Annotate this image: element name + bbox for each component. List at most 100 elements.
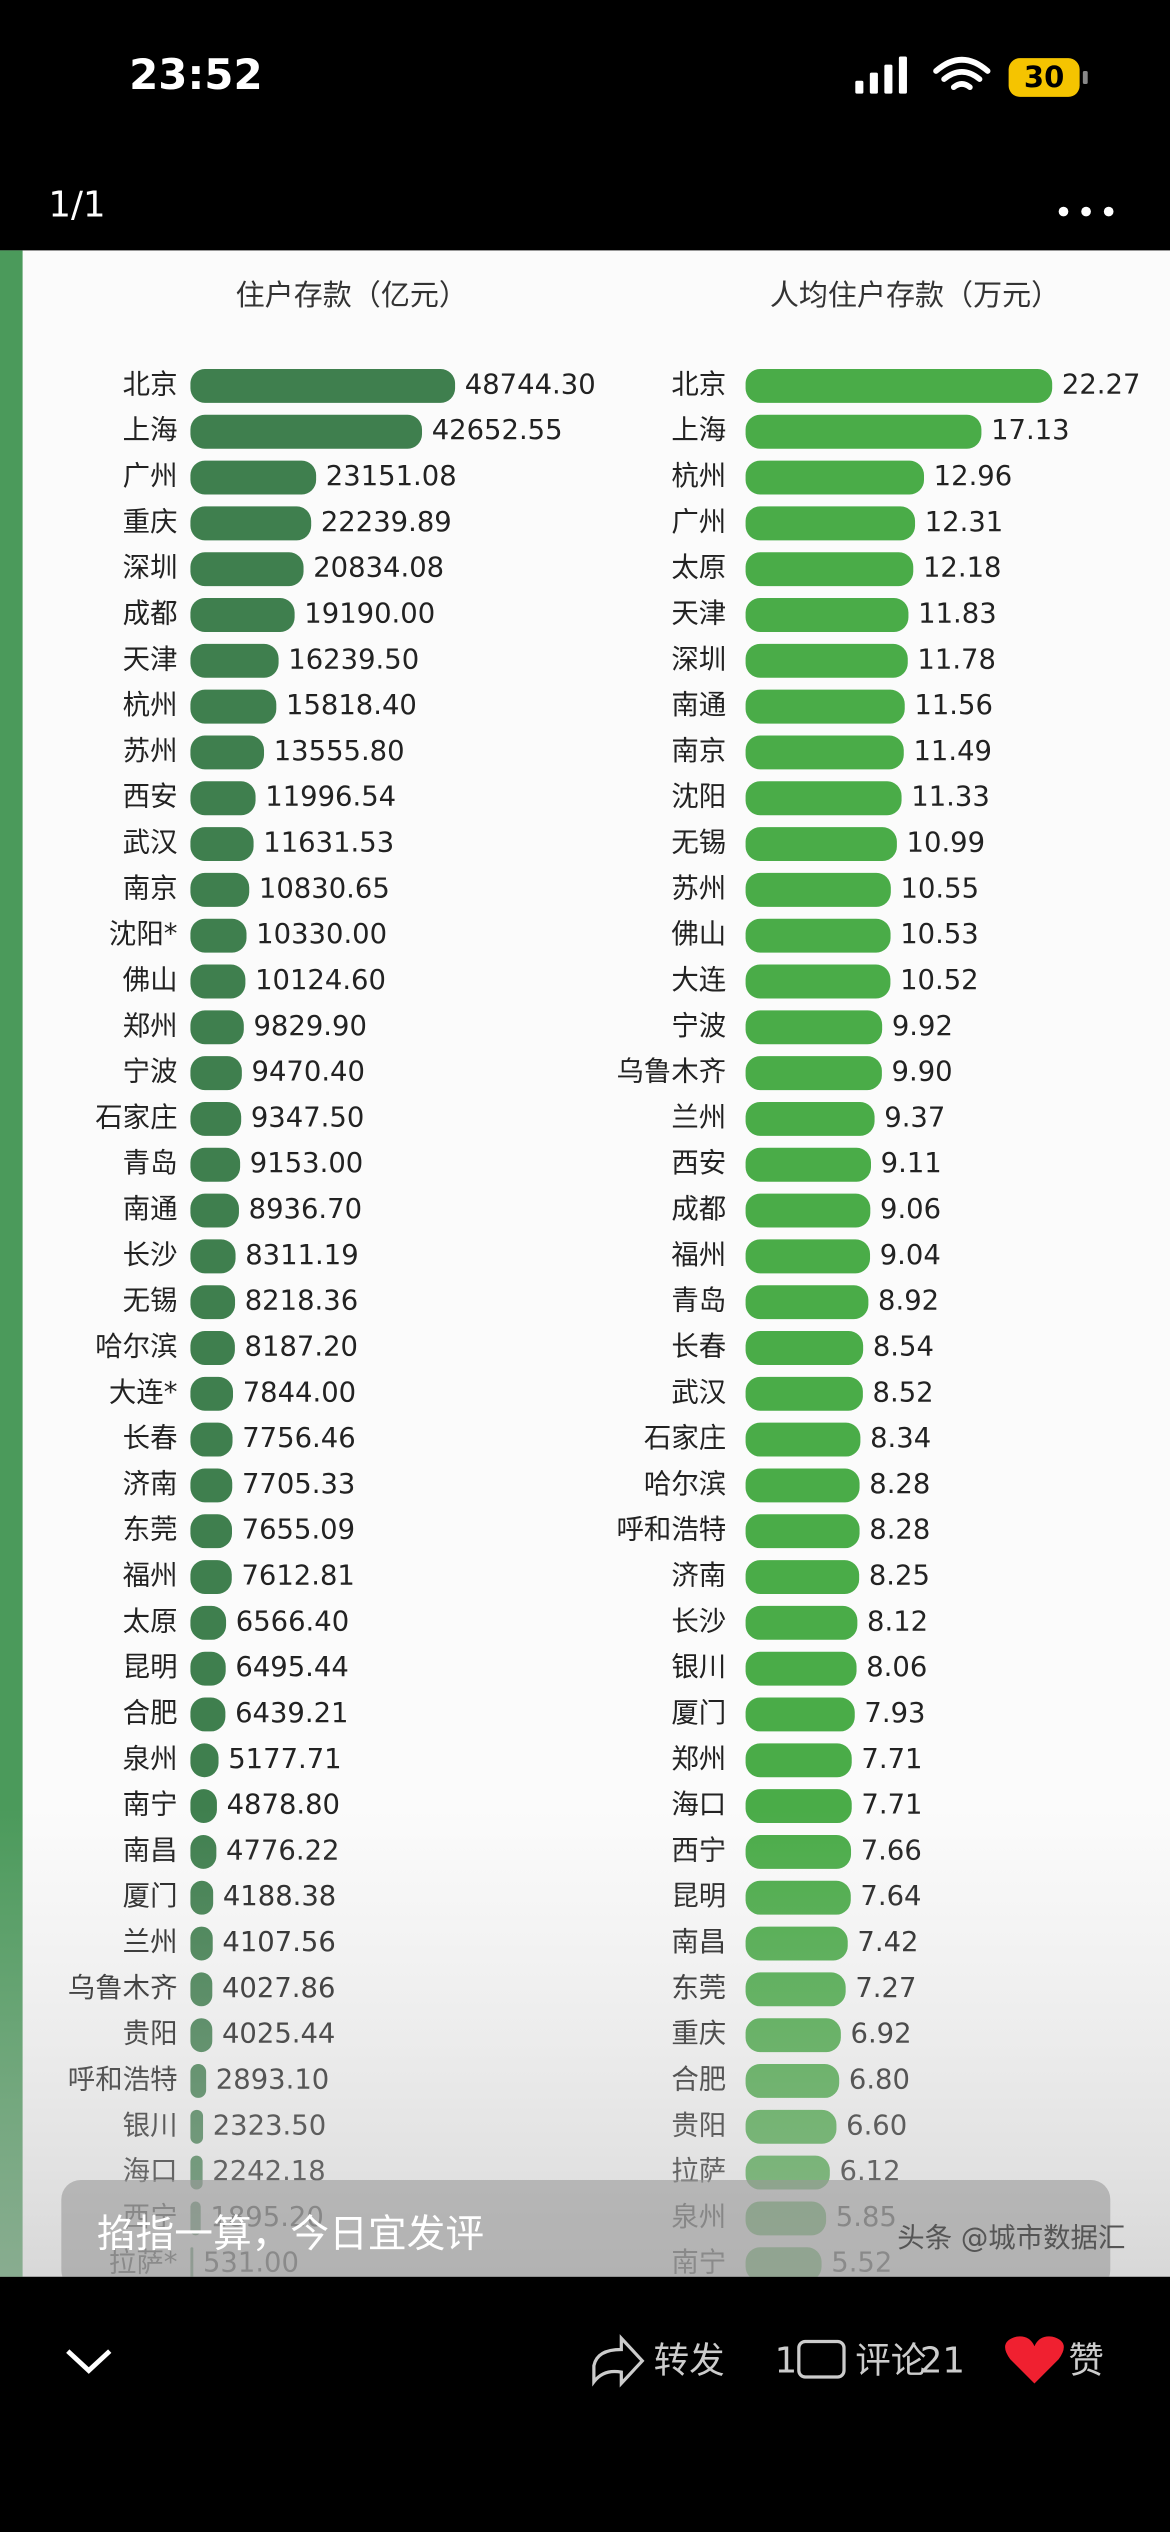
value-label: 11.33 (911, 782, 990, 813)
category-label: 福州 (123, 1561, 178, 1592)
category-label: 南通 (123, 1194, 178, 1225)
bar (745, 1331, 864, 1365)
bar (745, 1560, 860, 1594)
value-label: 6439.21 (235, 1698, 348, 1729)
value-label: 8.12 (867, 1606, 928, 1637)
bar (745, 1651, 857, 1686)
bar (190, 1010, 244, 1045)
category-label: 郑州 (123, 1011, 178, 1042)
value-label: 16239.50 (288, 644, 419, 675)
category-label: 太原 (123, 1606, 178, 1637)
value-label: 8936.70 (249, 1194, 362, 1225)
category-label: 青岛 (671, 1286, 726, 1317)
value-label: 48744.30 (465, 369, 596, 400)
value-label: 10830.65 (259, 873, 390, 904)
category-label: 北京 (123, 369, 178, 400)
category-label: 成都 (671, 1194, 726, 1225)
category-label: 武汉 (123, 828, 178, 859)
category-label: 佛山 (123, 965, 178, 996)
bar (190, 1056, 242, 1091)
category-label: 乌鲁木齐 (616, 1057, 726, 1088)
value-label: 7.93 (864, 1698, 925, 1729)
value-label: 11.78 (917, 644, 996, 675)
status-time: 23:52 (129, 50, 263, 99)
value-label: 8.28 (869, 1469, 930, 1500)
watermark: 头条 @城市数据汇 (897, 2223, 1125, 2254)
value-label: 8.06 (866, 1652, 927, 1683)
category-label: 青岛 (123, 1148, 178, 1179)
value-label: 6566.40 (236, 1606, 349, 1637)
category-label: 长春 (123, 1423, 178, 1454)
value-label: 7.71 (861, 1744, 922, 1775)
category-label: 长沙 (123, 1240, 178, 1271)
value-label: 7612.81 (241, 1561, 354, 1592)
category-label: 沈阳* (109, 919, 178, 950)
value-label: 42652.55 (432, 415, 563, 446)
bar (745, 552, 914, 587)
category-label: 南通 (671, 690, 726, 721)
bar (190, 1605, 227, 1640)
bar (190, 1147, 241, 1182)
value-label: 15818.40 (286, 690, 417, 721)
value-label: 11.83 (918, 598, 997, 629)
bar (745, 1147, 872, 1182)
bar (745, 1376, 863, 1411)
value-label: 5177.71 (228, 1744, 341, 1775)
bar (190, 689, 277, 724)
share-label[interactable]: 转发 (654, 2340, 725, 2381)
category-label: 昆明 (123, 1652, 178, 1683)
value-label: 12.31 (925, 507, 1004, 538)
category-label: 大连 (671, 965, 726, 996)
bar (190, 1743, 219, 1778)
collapse-button[interactable] (66, 2349, 112, 2374)
bar (745, 368, 1053, 403)
bar (745, 1193, 871, 1228)
bar (745, 1468, 860, 1503)
bar (190, 1376, 234, 1411)
value-label: 9.04 (880, 1240, 941, 1271)
category-label: 合肥 (123, 1698, 178, 1729)
category-label: 上海 (123, 415, 178, 446)
category-label: 天津 (123, 644, 178, 675)
category-label: 深圳 (671, 644, 726, 675)
comment-label[interactable]: 评论 (855, 2340, 926, 2381)
category-label: 成都 (123, 598, 178, 629)
bar (745, 1422, 861, 1457)
category-label: 武汉 (671, 1377, 726, 1408)
bar (190, 1697, 226, 1732)
category-label: 郑州 (671, 1744, 726, 1775)
bar (745, 1605, 858, 1640)
bar (745, 414, 982, 449)
value-label: 7756.46 (242, 1423, 355, 1454)
comment-box[interactable] (61, 2179, 1111, 2290)
bar (190, 414, 423, 449)
like-icon[interactable] (1005, 2336, 1064, 2384)
bar (190, 1468, 233, 1503)
category-label: 厦门 (671, 1698, 726, 1729)
bar (190, 1331, 235, 1365)
category-label: 佛山 (671, 919, 726, 950)
share-count: 1 (775, 2340, 798, 2381)
bar (745, 1010, 883, 1045)
battery-tip (1082, 71, 1088, 84)
value-label: 20834.08 (313, 553, 444, 584)
category-label: 苏州 (671, 873, 726, 904)
like-label[interactable]: 赞 (1068, 2340, 1104, 2381)
category-label: 北京 (671, 369, 726, 400)
bar (745, 643, 908, 678)
bar (190, 1560, 232, 1594)
image-edge (0, 250, 23, 2277)
comment-icon[interactable] (797, 2339, 846, 2379)
value-label: 12.18 (923, 553, 1002, 584)
bar (190, 918, 247, 953)
value-label: 7655.09 (242, 1515, 355, 1546)
bar (745, 1743, 852, 1778)
more-button[interactable] (1058, 206, 1114, 217)
value-label: 11631.53 (263, 828, 394, 859)
share-icon[interactable] (592, 2334, 645, 2388)
bar (190, 781, 256, 816)
bar (745, 781, 902, 816)
category-label: 西安 (123, 782, 178, 813)
category-label: 太原 (671, 553, 726, 584)
